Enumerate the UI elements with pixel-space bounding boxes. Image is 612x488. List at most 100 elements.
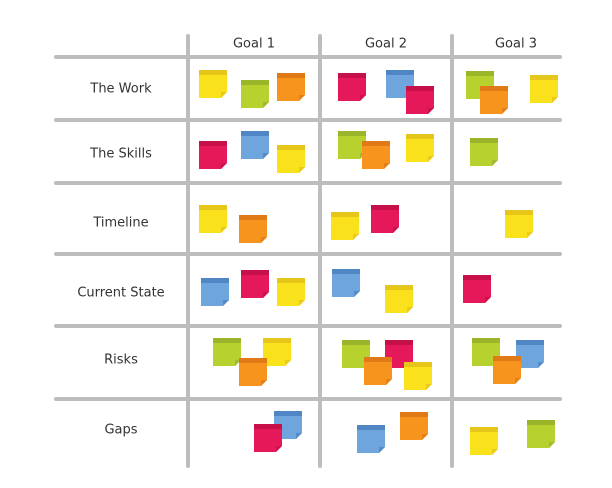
note-body [463, 275, 491, 303]
note-body [332, 269, 360, 297]
note-body [277, 278, 305, 306]
sticky-note [199, 141, 227, 169]
sticky-note [241, 270, 269, 298]
sticky-note [239, 215, 267, 243]
note-top [277, 278, 305, 283]
note-top [199, 205, 227, 210]
note-fold [263, 102, 269, 108]
note-top [357, 425, 385, 430]
note-top [239, 215, 267, 220]
note-fold [261, 237, 267, 243]
note-top [470, 138, 498, 143]
note-top [406, 134, 434, 139]
note-body [277, 145, 305, 173]
note-body [357, 425, 385, 453]
note-fold [393, 227, 399, 233]
note-top [342, 340, 370, 345]
sticky-note [357, 425, 385, 453]
note-fold [299, 300, 305, 306]
note-fold [354, 291, 360, 297]
note-top [385, 340, 413, 345]
note-fold [299, 167, 305, 173]
note-body [406, 134, 434, 162]
note-fold [263, 153, 269, 159]
note-top [472, 338, 500, 343]
note-fold [221, 92, 227, 98]
note-fold [360, 95, 366, 101]
note-body [404, 362, 432, 390]
sticky-note [332, 269, 360, 297]
note-body [385, 285, 413, 313]
note-top [331, 212, 359, 217]
row-label: The Skills [89, 147, 152, 162]
row-label: Risks [104, 353, 138, 368]
note-body [406, 86, 434, 114]
sticky-note [201, 278, 229, 306]
note-fold [221, 163, 227, 169]
note-top [199, 141, 227, 146]
note-top [239, 358, 267, 363]
note-body [241, 131, 269, 159]
note-fold [221, 227, 227, 233]
note-top [201, 278, 229, 283]
sticky-note [241, 131, 269, 159]
note-top [364, 357, 392, 362]
note-fold [263, 292, 269, 298]
sticky-note [199, 205, 227, 233]
note-fold [223, 300, 229, 306]
note-fold [276, 446, 282, 452]
note-fold [538, 362, 544, 368]
note-body [331, 212, 359, 240]
note-body [530, 75, 558, 103]
sticky-note [331, 212, 359, 240]
sticky-note [400, 412, 428, 440]
note-fold [492, 449, 498, 455]
note-body [470, 138, 498, 166]
note-body [241, 80, 269, 108]
sticky-notes [199, 70, 558, 455]
note-body [213, 338, 241, 366]
note-fold [299, 95, 305, 101]
column-header: Goal 3 [495, 37, 537, 52]
note-fold [515, 378, 521, 384]
note-fold [549, 442, 555, 448]
note-body [505, 210, 533, 238]
note-top [527, 420, 555, 425]
sticky-note [371, 205, 399, 233]
note-top [277, 73, 305, 78]
note-top [530, 75, 558, 80]
column-header: Goal 2 [365, 37, 407, 52]
column-header: Goal 1 [233, 37, 275, 52]
note-top [505, 210, 533, 215]
sticky-note [241, 80, 269, 108]
note-top [277, 145, 305, 150]
sticky-note [406, 134, 434, 162]
sticky-note [516, 340, 544, 368]
sticky-note [277, 278, 305, 306]
note-body [239, 358, 267, 386]
note-body [371, 205, 399, 233]
note-body [516, 340, 544, 368]
note-body [201, 278, 229, 306]
sticky-note [199, 70, 227, 98]
note-fold [407, 307, 413, 313]
note-fold [379, 447, 385, 453]
note-fold [422, 434, 428, 440]
sticky-note [385, 285, 413, 313]
note-fold [386, 379, 392, 385]
note-body [254, 424, 282, 452]
note-top [386, 70, 414, 75]
note-body [199, 205, 227, 233]
note-top [404, 362, 432, 367]
note-top [332, 269, 360, 274]
note-body [338, 73, 366, 101]
sticky-note [527, 420, 555, 448]
note-body [199, 141, 227, 169]
note-body [362, 141, 390, 169]
note-top [406, 86, 434, 91]
note-top [362, 141, 390, 146]
note-fold [492, 160, 498, 166]
sticky-note [406, 86, 434, 114]
note-top [263, 338, 291, 343]
